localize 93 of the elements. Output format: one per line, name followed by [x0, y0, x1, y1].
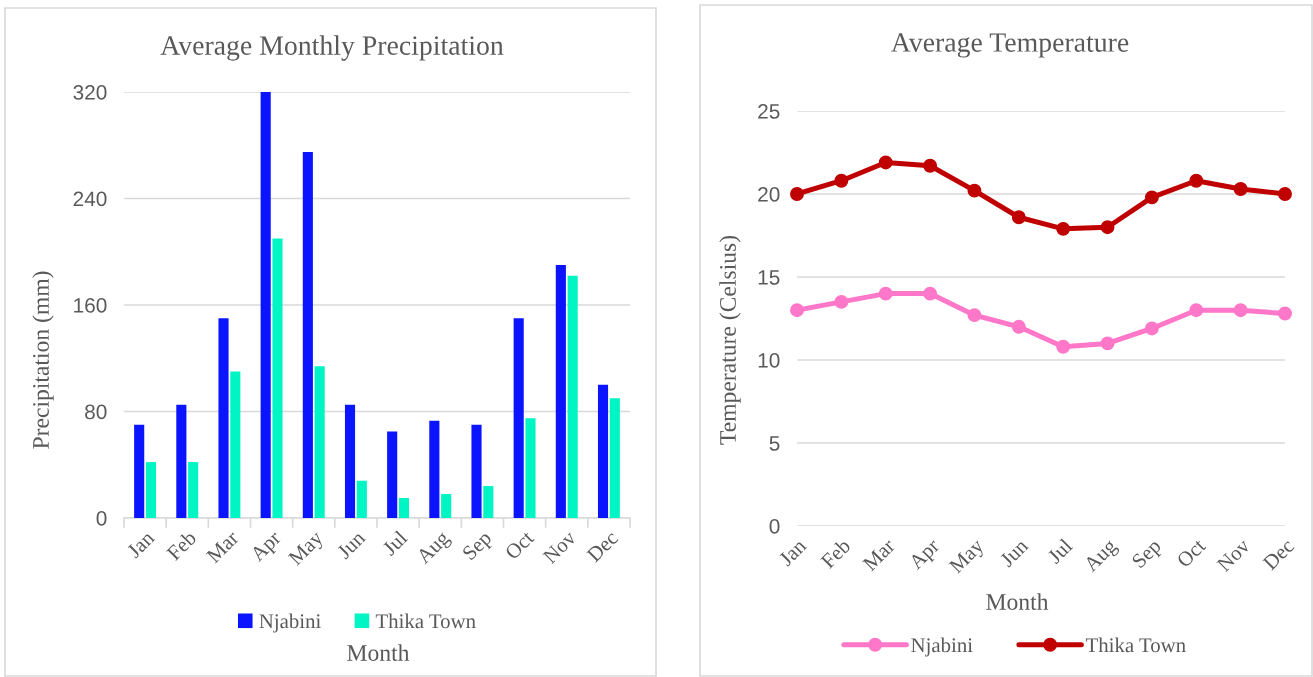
point — [923, 286, 938, 301]
x-axis-title: Month — [347, 644, 410, 661]
x-tick-label: Apr — [907, 537, 944, 574]
bar — [260, 92, 271, 518]
y-tick-label: 15 — [758, 270, 780, 285]
point — [1011, 319, 1026, 334]
x-tick-label: May — [287, 529, 328, 570]
y-tick-label: 20 — [758, 187, 780, 202]
point — [834, 173, 849, 188]
bar — [597, 384, 609, 518]
bar — [344, 404, 356, 518]
point — [967, 308, 982, 323]
point — [1144, 321, 1159, 336]
x-tick-label: Jul — [1046, 537, 1074, 565]
x-tick-label: Sep — [461, 530, 496, 564]
point — [1100, 220, 1115, 235]
chart-title: Average Monthly Precipitation — [160, 35, 504, 61]
point — [923, 158, 938, 173]
x-tick-label: Oct — [504, 529, 535, 561]
y-tick-label: 320 — [73, 85, 107, 100]
x-tick-label: Nov — [542, 529, 578, 565]
bar — [218, 318, 229, 518]
bar — [429, 420, 440, 518]
x-tick-label: Dec — [1262, 538, 1295, 571]
x-tick-label: Jan — [126, 529, 156, 559]
x-tick-label: Feb — [165, 529, 198, 562]
point — [1278, 306, 1292, 321]
x-tick-label: Jul — [381, 529, 409, 557]
y-tick-label: 10 — [758, 353, 780, 368]
bar — [483, 486, 494, 518]
y-tick-label: 240 — [73, 191, 107, 207]
y-tick-label: 5 — [769, 436, 780, 451]
point — [967, 183, 982, 198]
point — [1056, 221, 1071, 236]
bar — [398, 498, 410, 518]
x-tick-label: Oct — [1176, 537, 1207, 569]
x-tick-label: Dec — [586, 530, 619, 563]
bar — [314, 366, 325, 518]
bar — [134, 424, 145, 518]
x-tick-label: May — [948, 537, 988, 578]
point — [878, 155, 893, 170]
legend-label: Thika Town — [375, 613, 476, 629]
point — [790, 303, 804, 318]
bar — [272, 238, 283, 518]
bar — [513, 318, 524, 518]
x-axis-title: Month — [986, 593, 1049, 610]
bar — [441, 494, 452, 518]
point — [1233, 182, 1248, 196]
point — [1056, 339, 1071, 354]
x-tick-label: Aug — [415, 529, 454, 568]
y-axis-title: Temperature (Celsius) — [719, 235, 741, 445]
bar — [302, 151, 313, 518]
point — [790, 187, 804, 201]
point — [1189, 173, 1204, 188]
bar — [567, 275, 578, 518]
point — [1100, 336, 1115, 351]
point — [1278, 187, 1292, 201]
point — [834, 294, 849, 309]
x-tick-label: Nov — [1216, 537, 1251, 573]
point — [878, 286, 893, 301]
bar — [188, 462, 199, 518]
point — [1011, 210, 1026, 225]
x-tick-label: Mar — [862, 537, 896, 572]
legend-label: Njabini — [259, 613, 321, 633]
legend-label: Thika Town — [1085, 637, 1186, 653]
x-tick-label: Aug — [1082, 537, 1121, 576]
bar — [387, 431, 398, 518]
x-tick-label: Mar — [205, 529, 240, 564]
bar — [555, 265, 566, 518]
y-tick-label: 0 — [769, 519, 780, 534]
x-tick-label: Apr — [249, 529, 285, 566]
bar — [356, 480, 367, 518]
y-tick-label: 160 — [74, 298, 107, 313]
x-tick-label: Jun — [999, 537, 1029, 568]
y-axis-title: Precipitation (mm) — [32, 271, 54, 449]
x-tick-label: Jun — [336, 529, 367, 560]
chart-title: Average Temperature — [891, 33, 1129, 58]
bar — [176, 404, 187, 518]
x-tick-label: Sep — [1131, 538, 1165, 572]
legend-label: Njabini — [911, 637, 973, 657]
bar — [471, 424, 482, 518]
point — [1144, 190, 1159, 205]
y-tick-label: 25 — [758, 104, 780, 119]
point — [1233, 303, 1248, 318]
bar — [525, 418, 536, 518]
bar — [230, 371, 241, 518]
x-tick-label: Feb — [819, 537, 852, 570]
bar — [145, 462, 157, 518]
x-tick-label: Jan — [778, 537, 808, 567]
y-tick-label: 80 — [85, 404, 107, 420]
y-tick-label: 0 — [96, 511, 107, 526]
bar — [609, 398, 620, 518]
point — [1189, 303, 1204, 318]
